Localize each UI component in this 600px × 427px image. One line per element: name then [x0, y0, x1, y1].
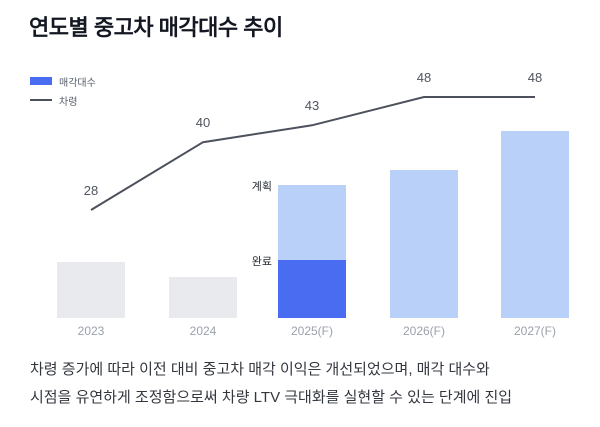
line-value-label-2025(F): 43	[304, 98, 320, 113]
bar-segment-2027(F)	[501, 131, 569, 318]
line-value-label-2026(F): 48	[416, 70, 432, 85]
x-axis-label-2026(F): 2026(F)	[402, 324, 446, 338]
x-axis-label-2023: 2023	[77, 324, 105, 338]
line-value-label-2023: 28	[83, 183, 99, 198]
line-value-label-2027(F): 48	[527, 70, 543, 85]
legend-item-bar: 매각대수	[30, 74, 96, 89]
legend-label-line: 차령	[59, 96, 78, 108]
caption: 차령 증가에 따라 이전 대비 중고차 매각 이익은 개선되었으며, 매각 대수…	[30, 356, 590, 412]
page-title: 연도별 중고차 매각대수 추이	[29, 15, 283, 40]
used-car-sales-chart: 매각대수 차령 완료 계획 2023 2024 2025(F) 2026(F) 2027(F…	[30, 70, 569, 338]
legend-label-bar: 매각대수	[59, 77, 96, 89]
bar-segment-2026(F)	[390, 170, 458, 318]
bar-series-swatch-icon	[30, 77, 52, 85]
legend-item-line: 차령	[30, 93, 96, 108]
x-axis-label-2025(F): 2025(F)	[290, 324, 334, 338]
bar-segment-label-계획: 계획	[251, 181, 272, 193]
x-axis-label-2027(F): 2027(F)	[513, 324, 557, 338]
bar-segment-2023	[57, 262, 125, 318]
bar-segment-2024	[169, 277, 237, 318]
line-value-label-2024: 40	[195, 115, 211, 130]
x-axis-label-2024: 2024	[189, 324, 217, 338]
bar-segment-2025(F)-완료	[278, 260, 346, 318]
caption-line-2: 시점을 유연하게 조정함으로써 차량 LTV 극대화를 실현할 수 있는 단계에…	[30, 389, 513, 406]
line-series-swatch-icon	[30, 99, 52, 101]
bar-segment-label-완료: 완료	[251, 256, 272, 268]
chart-legend: 매각대수 차령	[30, 74, 96, 112]
caption-line-1: 차령 증가에 따라 이전 대비 중고차 매각 이익은 개선되었으며, 매각 대수…	[30, 361, 490, 378]
bar-segment-2025(F)-계획	[278, 185, 346, 260]
